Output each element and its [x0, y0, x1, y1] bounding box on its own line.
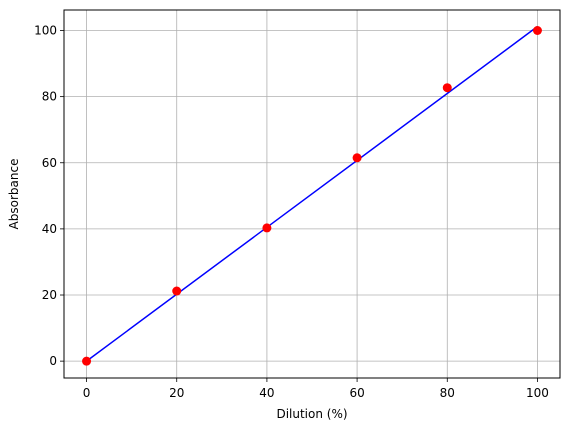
- plot-series: [82, 25, 542, 366]
- x-tick-label: 0: [83, 386, 91, 400]
- data-point: [442, 83, 452, 93]
- data-point: [82, 356, 92, 366]
- grid: [64, 10, 560, 378]
- y-tick-label: 20: [42, 288, 57, 302]
- data-point: [262, 223, 272, 233]
- fit-line: [86, 25, 538, 362]
- x-tick-label: 100: [526, 386, 549, 400]
- plot-frame: [63, 9, 561, 379]
- x-axis-label: Dilution (%): [276, 407, 347, 421]
- data-point: [352, 153, 362, 163]
- x-tick-label: 20: [169, 386, 184, 400]
- x-tick-label: 60: [349, 386, 364, 400]
- y-tick-label: 0: [49, 354, 57, 368]
- data-point: [532, 25, 542, 35]
- y-tick-label: 60: [42, 156, 57, 170]
- x-tick-label: 80: [440, 386, 455, 400]
- axis-ticks: 0 20 40 60 80 100 0 20 40 60 80 100: [34, 23, 549, 400]
- y-tick-label: 40: [42, 222, 57, 236]
- x-tick-label: 40: [259, 386, 274, 400]
- y-tick-label: 100: [34, 23, 57, 37]
- y-tick-label: 80: [42, 90, 57, 104]
- y-axis-label: Absorbance: [7, 159, 21, 230]
- data-point: [172, 286, 182, 296]
